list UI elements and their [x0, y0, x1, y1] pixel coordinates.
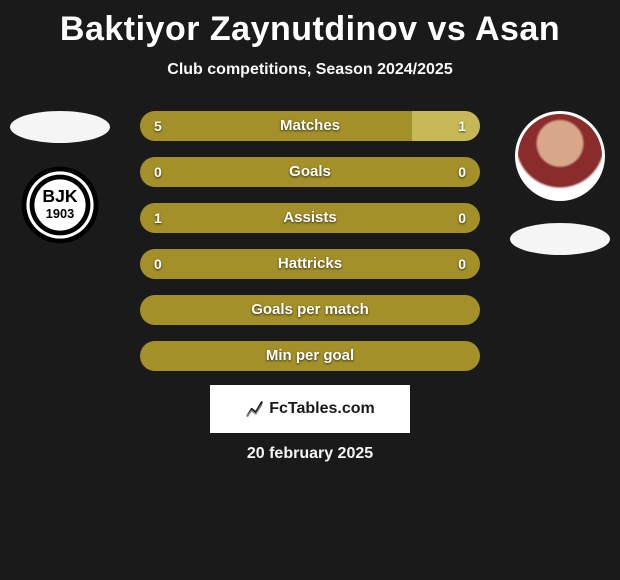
stat-label: Goals: [140, 157, 480, 187]
stat-bar: Goals per match: [140, 295, 480, 325]
comparison-panel: BJK 1903 51Matches 00Goals 10Assists 00Hatt…: [0, 111, 620, 371]
player-avatar-right: [515, 111, 605, 201]
stat-bars: 51Matches 00Goals 10Assists 00Hattricks Goal…: [140, 111, 480, 371]
stat-bar: Min per goal: [140, 341, 480, 371]
brand-text: FcTables.com: [269, 400, 375, 418]
stat-label: Goals per match: [140, 295, 480, 325]
stat-bar: 00Hattricks: [140, 249, 480, 279]
stat-label: Hattricks: [140, 249, 480, 279]
stat-bar: 10Assists: [140, 203, 480, 233]
stat-bar: 51Matches: [140, 111, 480, 141]
page-subtitle: Club competitions, Season 2024/2025: [0, 61, 620, 79]
club-badge-name: BJK: [42, 186, 77, 206]
stat-label: Assists: [140, 203, 480, 233]
right-player-column: [510, 111, 610, 255]
chart-icon: [245, 399, 265, 419]
brand-box: FcTables.com: [210, 385, 410, 433]
club-badge-left: BJK 1903: [20, 165, 100, 245]
right-flag-ellipse: [510, 223, 610, 255]
stat-label: Min per goal: [140, 341, 480, 371]
left-flag-ellipse: [10, 111, 110, 143]
date-text: 20 february 2025: [0, 445, 620, 463]
page-title: Baktiyor Zaynutdinov vs Asan: [0, 0, 620, 49]
left-player-column: BJK 1903: [10, 111, 110, 245]
club-badge-year: 1903: [46, 206, 74, 221]
stat-label: Matches: [140, 111, 480, 141]
stat-bar: 00Goals: [140, 157, 480, 187]
